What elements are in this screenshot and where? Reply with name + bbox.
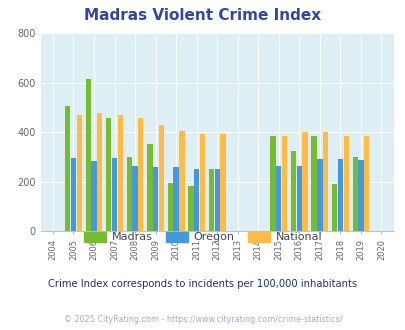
Bar bbox=[275, 166, 281, 231]
Bar bbox=[199, 135, 205, 231]
Bar bbox=[337, 159, 342, 231]
Bar bbox=[208, 169, 213, 231]
Bar bbox=[147, 145, 152, 231]
Bar bbox=[331, 184, 337, 231]
Bar bbox=[302, 132, 307, 231]
Bar bbox=[352, 157, 357, 231]
Bar bbox=[214, 169, 220, 231]
Bar bbox=[117, 115, 123, 231]
Bar bbox=[188, 186, 193, 231]
Bar bbox=[112, 158, 117, 231]
Bar bbox=[322, 132, 328, 231]
Bar bbox=[343, 136, 348, 231]
Bar bbox=[194, 169, 199, 231]
Bar bbox=[311, 136, 316, 231]
Bar bbox=[179, 131, 184, 231]
Bar bbox=[132, 166, 137, 231]
Text: Crime Index corresponds to incidents per 100,000 inhabitants: Crime Index corresponds to incidents per… bbox=[48, 279, 357, 289]
Bar bbox=[158, 125, 164, 231]
Bar bbox=[220, 135, 225, 231]
Bar bbox=[85, 79, 91, 231]
Bar bbox=[167, 183, 173, 231]
Bar bbox=[296, 166, 301, 231]
Bar bbox=[138, 118, 143, 231]
Bar bbox=[77, 115, 82, 231]
Bar bbox=[153, 167, 158, 231]
Bar bbox=[97, 113, 102, 231]
Text: © 2025 CityRating.com - https://www.cityrating.com/crime-statistics/: © 2025 CityRating.com - https://www.city… bbox=[64, 315, 341, 324]
Bar bbox=[357, 160, 363, 231]
Bar bbox=[126, 157, 132, 231]
Bar bbox=[173, 167, 178, 231]
Bar bbox=[290, 150, 296, 231]
Legend: Madras, Oregon, National: Madras, Oregon, National bbox=[79, 227, 326, 247]
Bar bbox=[106, 118, 111, 231]
Bar bbox=[316, 159, 322, 231]
Bar bbox=[65, 106, 70, 231]
Bar bbox=[70, 158, 76, 231]
Bar bbox=[270, 136, 275, 231]
Bar bbox=[363, 136, 369, 231]
Text: Madras Violent Crime Index: Madras Violent Crime Index bbox=[84, 8, 321, 23]
Bar bbox=[91, 161, 96, 231]
Bar bbox=[281, 136, 286, 231]
